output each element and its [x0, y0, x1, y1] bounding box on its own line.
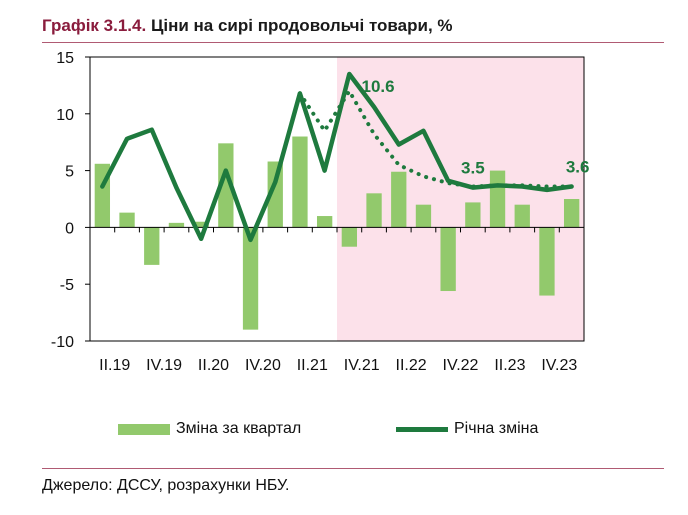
- x-tick-label: IV.20: [245, 357, 281, 374]
- bar: [489, 170, 506, 228]
- bar: [119, 212, 135, 228]
- legend-item-line: Річна зміна: [396, 420, 538, 438]
- bar: [193, 221, 209, 228]
- legend-label-line: Річна зміна: [454, 420, 539, 437]
- x-tick-label: IV.19: [146, 357, 182, 374]
- data-label: 3.5: [461, 159, 485, 178]
- bar: [563, 199, 580, 228]
- data-label: 10.6: [362, 77, 395, 96]
- plot-frame: [89, 56, 585, 342]
- x-tick-label: II.23: [494, 357, 525, 374]
- y-tick-label: 15: [56, 50, 74, 67]
- bar: [144, 227, 160, 265]
- x-tick-label: II.22: [396, 357, 427, 374]
- bar: [440, 227, 456, 292]
- y-tick-label: 0: [65, 220, 74, 237]
- forecast-dotted-line: [297, 87, 574, 189]
- x-tick-label: IV.22: [443, 357, 479, 374]
- bar: [267, 161, 283, 228]
- legend-bar-swatch: [118, 423, 170, 435]
- data-label: 3.6: [566, 158, 590, 177]
- legend-label-bars: Зміна за квартал: [176, 420, 302, 437]
- bar: [391, 171, 407, 228]
- y-tick-label: 5: [65, 164, 74, 181]
- chart-title-text: Ціни на сирі продовольчі товари, %: [150, 16, 453, 35]
- bar: [514, 204, 530, 228]
- bar: [316, 216, 333, 228]
- chart-title: Графік 3.1.4. Ціни на сирі продовольчі т…: [42, 16, 453, 36]
- bar: [168, 222, 185, 228]
- chart-number: Графік 3.1.4.: [42, 16, 147, 35]
- bar: [366, 193, 382, 228]
- annual-change-line: [100, 71, 574, 243]
- chart: -10 -5 0 5 10 15 II.19 IV.19 II.20 IV.20 II.21 IV.2…: [51, 50, 590, 374]
- source-note: Джерело: ДССУ, розрахунки НБУ.: [42, 477, 290, 494]
- x-tick-label: II.21: [297, 357, 328, 374]
- bar: [242, 227, 259, 330]
- x-tick-label: II.19: [99, 357, 130, 374]
- bar: [539, 227, 555, 296]
- y-tick-label: -10: [51, 334, 74, 351]
- source-rule: [42, 468, 664, 469]
- x-tick-label: IV.21: [344, 357, 380, 374]
- x-tick-label: II.20: [198, 357, 229, 374]
- legend-item-bars: Зміна за квартал: [118, 420, 301, 438]
- bar: [415, 204, 432, 228]
- legend-line-swatch: [396, 426, 448, 432]
- bar: [465, 202, 481, 228]
- bar: [292, 136, 308, 228]
- bar: [341, 227, 358, 247]
- y-tick-label: -5: [60, 277, 74, 294]
- bar: [218, 143, 234, 228]
- x-tick-label: IV.23: [541, 357, 577, 374]
- y-tick-label: 10: [56, 107, 74, 124]
- title-rule: [42, 42, 664, 43]
